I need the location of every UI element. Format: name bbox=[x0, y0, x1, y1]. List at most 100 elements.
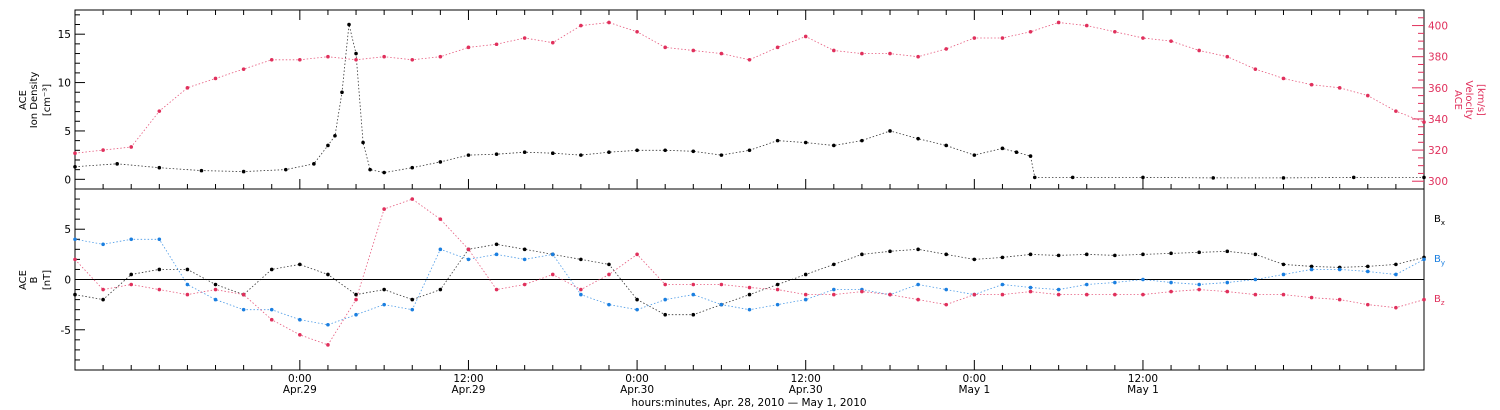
ion-density-point bbox=[719, 153, 724, 157]
bz-point bbox=[298, 333, 302, 337]
x-tick-date-label: Apr.29 bbox=[452, 384, 486, 396]
density-tick-label: 10 bbox=[58, 78, 71, 90]
bx-point bbox=[1000, 255, 1005, 260]
ion-density-point bbox=[312, 162, 316, 166]
bz-trace bbox=[74, 198, 1425, 346]
b-tick-label: 5 bbox=[64, 224, 71, 236]
by-point bbox=[466, 257, 471, 262]
ion-density-point bbox=[1014, 150, 1019, 155]
axis-ticks: 051015300320340360380400-5050:00Apr.2912… bbox=[58, 10, 1448, 396]
ion-density-point bbox=[607, 150, 611, 155]
bz-point bbox=[1141, 292, 1145, 297]
bx-point bbox=[1365, 264, 1370, 269]
by-point bbox=[1113, 280, 1117, 285]
legend-base: B bbox=[1434, 254, 1441, 265]
bz-point bbox=[1028, 289, 1033, 294]
by-point bbox=[326, 322, 330, 327]
by-point bbox=[185, 282, 190, 287]
b-axis-title-line3: [nT] bbox=[42, 270, 53, 290]
velocity-tick-label: 340 bbox=[1428, 114, 1448, 126]
bz-point bbox=[888, 292, 892, 297]
ion-density-trace bbox=[74, 24, 1424, 179]
bx-point bbox=[1113, 253, 1117, 258]
velocity-axis-title-line3: [km/s] bbox=[1475, 84, 1486, 116]
x-tick-date-label: May 1 bbox=[1127, 384, 1159, 396]
legend-by: By bbox=[1434, 254, 1445, 267]
ion-density-point bbox=[663, 148, 667, 153]
data-points bbox=[73, 20, 1426, 347]
density-tick-label: 15 bbox=[58, 29, 71, 41]
velocity-point bbox=[1422, 120, 1426, 124]
velocity-tick-label: 380 bbox=[1428, 52, 1448, 64]
bz-point bbox=[241, 292, 246, 297]
b-axis-title-line1: ACE bbox=[18, 270, 29, 290]
velocity-point bbox=[1337, 86, 1342, 90]
bz-point bbox=[1225, 289, 1230, 294]
bx-point bbox=[1394, 262, 1398, 267]
x-tick-date-label: Apr.29 bbox=[283, 384, 317, 396]
bz-point bbox=[1281, 292, 1286, 297]
by-point bbox=[494, 252, 499, 257]
legend-base: B bbox=[1434, 294, 1441, 305]
bx-point bbox=[944, 252, 949, 257]
density-axis-title-line3: [cm⁻³] bbox=[42, 84, 53, 116]
x-tick-date-label: May 1 bbox=[958, 384, 990, 396]
bz-point bbox=[129, 282, 134, 287]
velocity-axis-title-line2: Velocity bbox=[1463, 80, 1474, 119]
by-point bbox=[635, 307, 639, 312]
velocity-point bbox=[269, 58, 274, 62]
legend-base: B bbox=[1434, 214, 1441, 225]
bz-point bbox=[1169, 289, 1173, 294]
bx-point bbox=[916, 247, 920, 252]
velocity-point bbox=[719, 51, 724, 56]
ion-density-point bbox=[361, 140, 365, 145]
by-point bbox=[298, 317, 302, 322]
bz-point bbox=[1000, 292, 1005, 297]
velocity-axis-title-line1: ACE bbox=[1452, 90, 1463, 110]
top-panel-frame bbox=[74, 9, 1425, 190]
density-tick-label: 0 bbox=[64, 174, 71, 186]
bx-point bbox=[775, 282, 780, 287]
bz-point bbox=[466, 247, 471, 252]
velocity-axis-title: ACE Velocity [km/s] bbox=[1452, 80, 1486, 119]
bx-point bbox=[410, 297, 415, 302]
bx-point bbox=[129, 272, 134, 277]
by-point bbox=[916, 282, 920, 287]
ion-density-point bbox=[860, 138, 864, 143]
density-tick-label: 5 bbox=[64, 126, 71, 138]
legend-bz: Bz bbox=[1434, 294, 1445, 307]
ion-density-point bbox=[832, 143, 836, 148]
velocity-series bbox=[73, 20, 1426, 155]
bx-point bbox=[1281, 262, 1286, 267]
bx-trace bbox=[74, 243, 1425, 316]
by-point bbox=[1309, 267, 1314, 272]
ion-density-point bbox=[916, 136, 920, 141]
bz-point bbox=[1056, 292, 1061, 297]
velocity-point bbox=[241, 67, 246, 71]
ion-density-point bbox=[1070, 175, 1075, 180]
by-point bbox=[1000, 282, 1005, 287]
velocity-point bbox=[1309, 82, 1314, 87]
ion-density-point bbox=[73, 164, 77, 169]
density-axis-title-line2: Ion Density bbox=[29, 72, 40, 129]
by-point bbox=[73, 237, 77, 242]
density-axis-title-line1: ACE bbox=[18, 90, 29, 110]
velocity-trace bbox=[74, 22, 1425, 154]
ion-density-point bbox=[775, 138, 780, 143]
ion-density-point bbox=[410, 165, 415, 170]
velocity-tick-label: 300 bbox=[1428, 176, 1448, 188]
ion-density-point bbox=[635, 148, 639, 153]
bz-point bbox=[1422, 297, 1426, 302]
x-tick-time-label: 0:00 bbox=[625, 373, 649, 385]
by-point bbox=[1084, 282, 1089, 287]
bx-point bbox=[494, 242, 499, 247]
velocity-point bbox=[1141, 36, 1145, 40]
velocity-point bbox=[607, 20, 611, 25]
x-tick-date-label: Apr.30 bbox=[789, 384, 823, 396]
by-trace bbox=[74, 238, 1425, 326]
velocity-point bbox=[775, 45, 780, 50]
legend-subscript: y bbox=[1441, 259, 1445, 267]
ion-density-point bbox=[579, 153, 583, 157]
by-point bbox=[1028, 285, 1033, 290]
